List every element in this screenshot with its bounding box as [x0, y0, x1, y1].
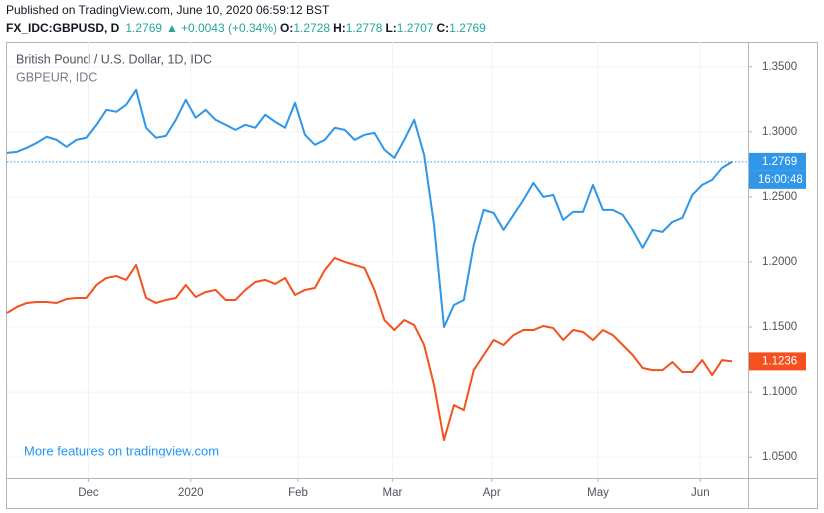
low-label: L: — [385, 21, 396, 35]
x-tick-label: Feb — [288, 487, 308, 499]
x-tick-label: 2020 — [178, 487, 204, 499]
y-tick-label: 1.1000 — [762, 386, 797, 398]
y-tick-label: 1.2500 — [762, 191, 797, 203]
y-tick-label: 1.0500 — [762, 451, 797, 463]
x-tick-label: Jun — [691, 487, 710, 499]
x-tick-label: Apr — [483, 487, 501, 499]
price-tag-label: 1.2769 — [762, 156, 797, 168]
low: 1.2707 — [397, 21, 434, 35]
arrow: ▲ — [166, 21, 178, 35]
close: 1.2769 — [449, 21, 486, 35]
y-tick-label: 1.2000 — [762, 256, 797, 268]
x-tick-label: May — [587, 487, 609, 499]
frame — [6, 42, 818, 509]
high: 1.2778 — [346, 21, 383, 35]
quote-line: FX_IDC:GBPUSD, D 1.2769 ▲ +0.0043 (+0.34%) O… — [6, 21, 486, 35]
countdown-label: 16:00:48 — [758, 174, 803, 186]
footer-link[interactable]: More features on tradingview.com — [24, 443, 219, 458]
x-tick-label: Dec — [78, 487, 99, 499]
symbol: FX_IDC:GBPUSD, D — [6, 21, 120, 35]
series-line — [6, 88, 733, 329]
change: +0.0043 (+0.34%) — [181, 21, 277, 35]
price-tag — [749, 152, 806, 171]
y-tick-label: 1.3000 — [762, 126, 797, 138]
close-label: C: — [436, 21, 449, 35]
legend-main: British Pound / U.S. Dollar, 1D, IDC — [16, 52, 212, 66]
open: 1.2728 — [293, 21, 330, 35]
price-tag-label: 1.1236 — [762, 355, 797, 367]
series-line — [6, 256, 733, 442]
open-label: O: — [280, 21, 293, 35]
grid — [7, 42, 748, 478]
price-tag — [749, 352, 806, 371]
x-tick-label: Mar — [382, 487, 402, 499]
high-label: H: — [333, 21, 346, 35]
legend-compare: GBPEUR, IDC — [16, 70, 97, 84]
published-line: Published on TradingView.com, June 10, 2… — [6, 3, 330, 17]
countdown-tag — [749, 170, 806, 189]
last: 1.2769 — [125, 21, 162, 35]
y-tick-label: 1.3500 — [762, 61, 797, 73]
y-tick-label: 1.1500 — [762, 321, 797, 333]
